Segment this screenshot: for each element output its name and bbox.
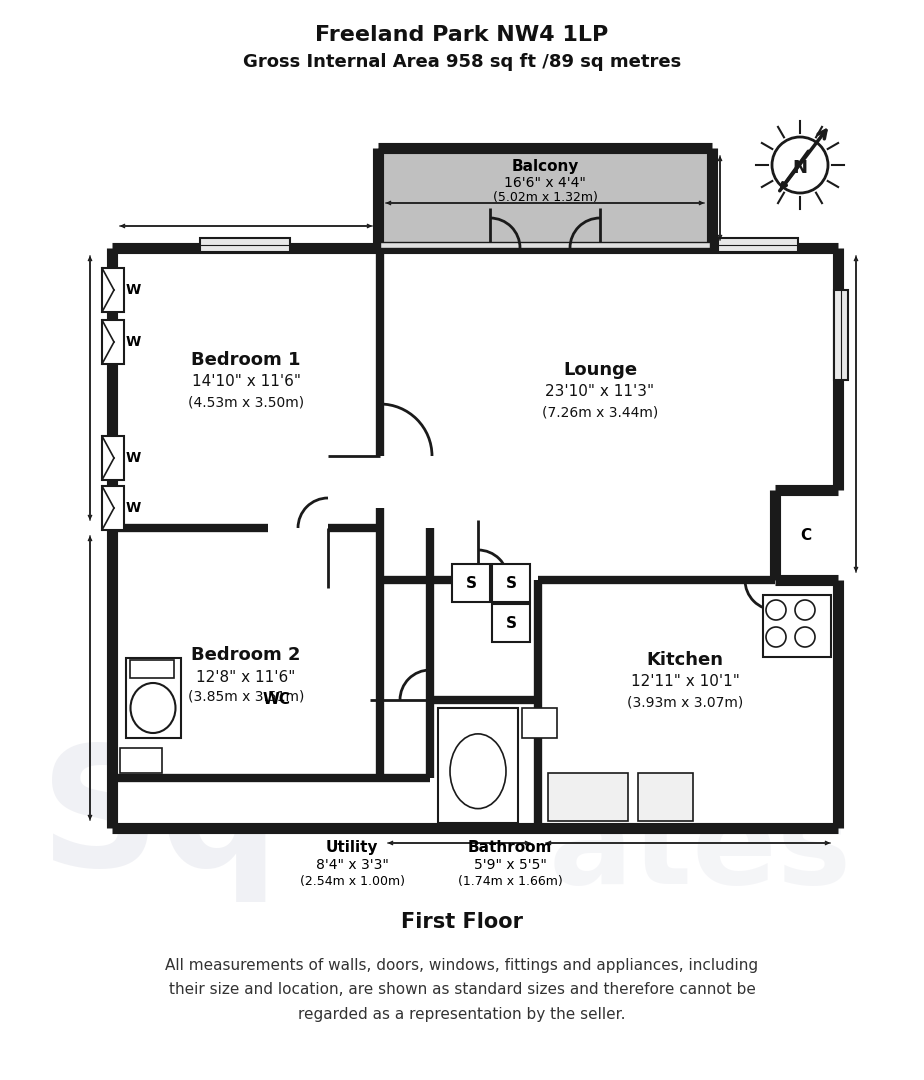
Text: 5'9" x 5'5": 5'9" x 5'5": [474, 858, 546, 872]
Bar: [834, 291, 848, 380]
Text: (3.93m x 3.07m): (3.93m x 3.07m): [626, 696, 743, 708]
Text: N: N: [793, 159, 808, 177]
Text: Utility: Utility: [326, 840, 378, 855]
Text: 16'6" x 4'4": 16'6" x 4'4": [505, 176, 586, 190]
Ellipse shape: [130, 683, 176, 733]
Text: W: W: [126, 283, 141, 297]
Bar: [102, 320, 124, 364]
Text: S: S: [505, 616, 517, 631]
Bar: [120, 748, 162, 773]
Text: (3.85m x 3.51m): (3.85m x 3.51m): [188, 690, 304, 704]
Text: (2.54m x 1.00m): (2.54m x 1.00m): [299, 875, 405, 888]
Text: Kitchen: Kitchen: [647, 651, 723, 669]
Bar: [548, 773, 628, 821]
Bar: [438, 708, 518, 823]
Bar: [130, 660, 174, 678]
Circle shape: [772, 137, 828, 193]
Text: Bedroom 2: Bedroom 2: [191, 646, 300, 664]
Bar: [102, 268, 124, 312]
Bar: [378, 148, 712, 248]
Ellipse shape: [450, 734, 506, 809]
Bar: [452, 564, 490, 602]
Bar: [763, 595, 831, 657]
Bar: [522, 708, 557, 738]
Bar: [126, 658, 181, 738]
Text: 14'10" x 11'6": 14'10" x 11'6": [191, 375, 300, 390]
Text: S: S: [505, 576, 517, 591]
Text: uares: uares: [339, 576, 821, 725]
Bar: [112, 248, 838, 828]
Text: S: S: [466, 576, 477, 591]
Bar: [102, 486, 124, 530]
Text: ates: ates: [548, 789, 852, 910]
Text: Bedroom 1: Bedroom 1: [191, 351, 300, 369]
Text: Lounge: Lounge: [563, 361, 637, 379]
Text: 12'11" x 10'1": 12'11" x 10'1": [630, 675, 739, 689]
Circle shape: [165, 280, 445, 561]
Text: WC: WC: [263, 692, 291, 707]
Text: All measurements of walls, doors, windows, fittings and appliances, including
th: All measurements of walls, doors, window…: [165, 958, 759, 1022]
Text: W: W: [126, 335, 141, 349]
Text: Bathroom: Bathroom: [468, 840, 553, 855]
Circle shape: [795, 627, 815, 647]
Text: Sq: Sq: [41, 739, 280, 902]
Text: (1.74m x 1.66m): (1.74m x 1.66m): [457, 875, 563, 888]
Bar: [200, 238, 290, 252]
Text: C: C: [800, 527, 811, 542]
Text: (5.02m x 1.32m): (5.02m x 1.32m): [492, 191, 598, 204]
Text: First Floor: First Floor: [401, 912, 523, 932]
Text: 12'8" x 11'6": 12'8" x 11'6": [196, 670, 296, 685]
Circle shape: [766, 627, 786, 647]
Bar: [492, 564, 530, 602]
Circle shape: [766, 600, 786, 620]
Text: Freeland Park NW4 1LP: Freeland Park NW4 1LP: [315, 25, 609, 45]
Text: 8'4" x 3'3": 8'4" x 3'3": [316, 858, 388, 872]
Text: 23'10" x 11'3": 23'10" x 11'3": [545, 384, 654, 400]
Bar: [718, 238, 798, 252]
Text: (7.26m x 3.44m): (7.26m x 3.44m): [541, 405, 658, 419]
Text: W: W: [126, 501, 141, 515]
Circle shape: [795, 600, 815, 620]
Text: (4.53m x 3.50m): (4.53m x 3.50m): [188, 395, 304, 409]
Bar: [638, 773, 693, 821]
Bar: [380, 242, 710, 248]
Bar: [102, 436, 124, 480]
Bar: [492, 604, 530, 642]
Text: W: W: [126, 451, 141, 465]
Text: Balcony: Balcony: [511, 159, 578, 174]
Text: Gross Internal Area 958 sq ft /89 sq metres: Gross Internal Area 958 sq ft /89 sq met…: [243, 53, 681, 71]
